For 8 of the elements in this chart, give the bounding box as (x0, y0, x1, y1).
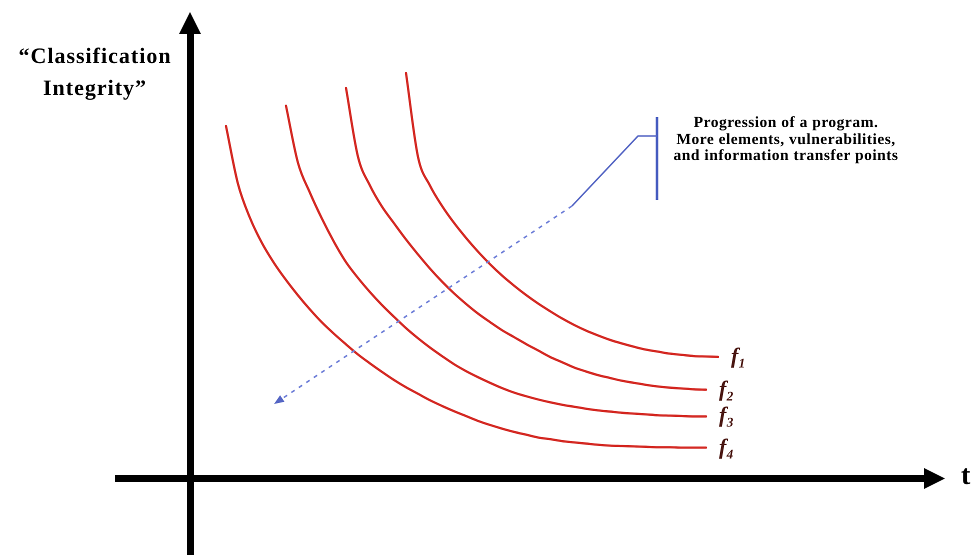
series-label: f₄ (719, 434, 734, 459)
series-label: f₁ (731, 342, 746, 368)
series-label: f₂ (719, 376, 734, 401)
x-axis-title: t (961, 460, 970, 491)
annotation: Progression of a program. (692, 114, 880, 132)
y-axis-title: “Classification Integrity” (17, 42, 173, 102)
annotation: More elements, vulnerabilities, and information transfer points (672, 130, 900, 164)
series-label: f₃ (719, 402, 734, 428)
